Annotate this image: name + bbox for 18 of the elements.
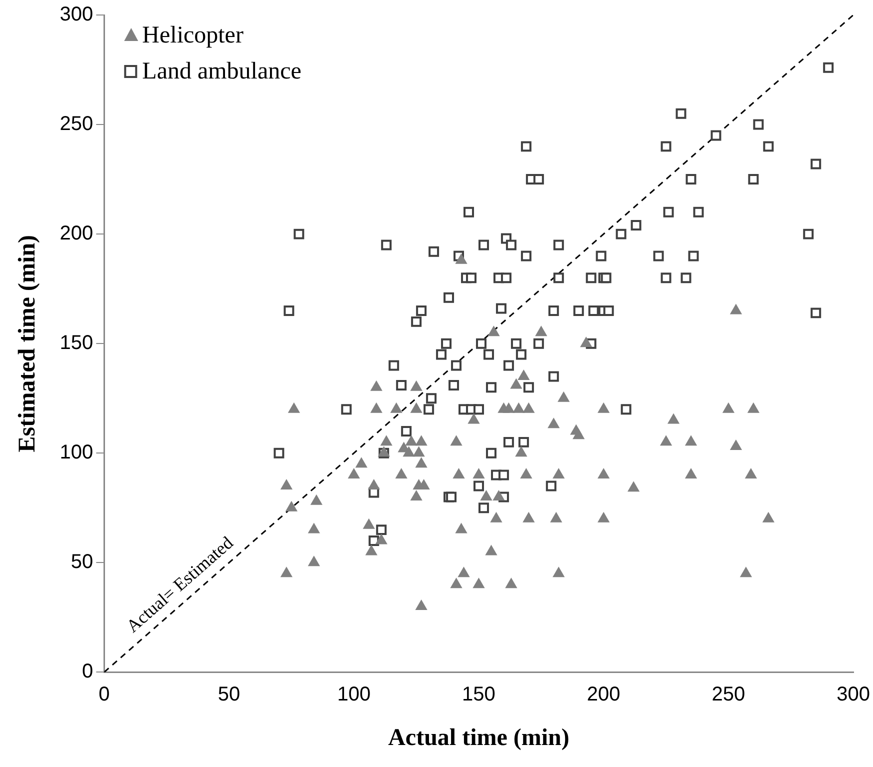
y-axis-title: Estimated time (min) (14, 234, 41, 452)
x-axis-title: Actual time (min) (388, 724, 570, 751)
x-tick-label: 100 (337, 684, 371, 706)
y-tick-label: 0 (82, 660, 94, 683)
y-tick-label: 100 (60, 442, 94, 464)
y-tick-label: 50 (70, 551, 94, 574)
x-tick-label: 0 (98, 684, 110, 706)
y-tick-label: 250 (60, 113, 94, 136)
y-tick-label: 150 (60, 332, 94, 354)
x-tick-label: 300 (836, 684, 870, 706)
x-tick-label: 150 (462, 684, 496, 706)
y-tick-label: 200 (60, 222, 94, 245)
y-tick-label: 300 (60, 4, 94, 26)
legend-label: Helicopter (142, 22, 244, 48)
x-tick-label: 50 (218, 684, 240, 706)
x-tick-label: 200 (586, 684, 620, 706)
x-tick-label: 250 (712, 684, 746, 706)
legend-label: Land ambulance (142, 58, 302, 84)
